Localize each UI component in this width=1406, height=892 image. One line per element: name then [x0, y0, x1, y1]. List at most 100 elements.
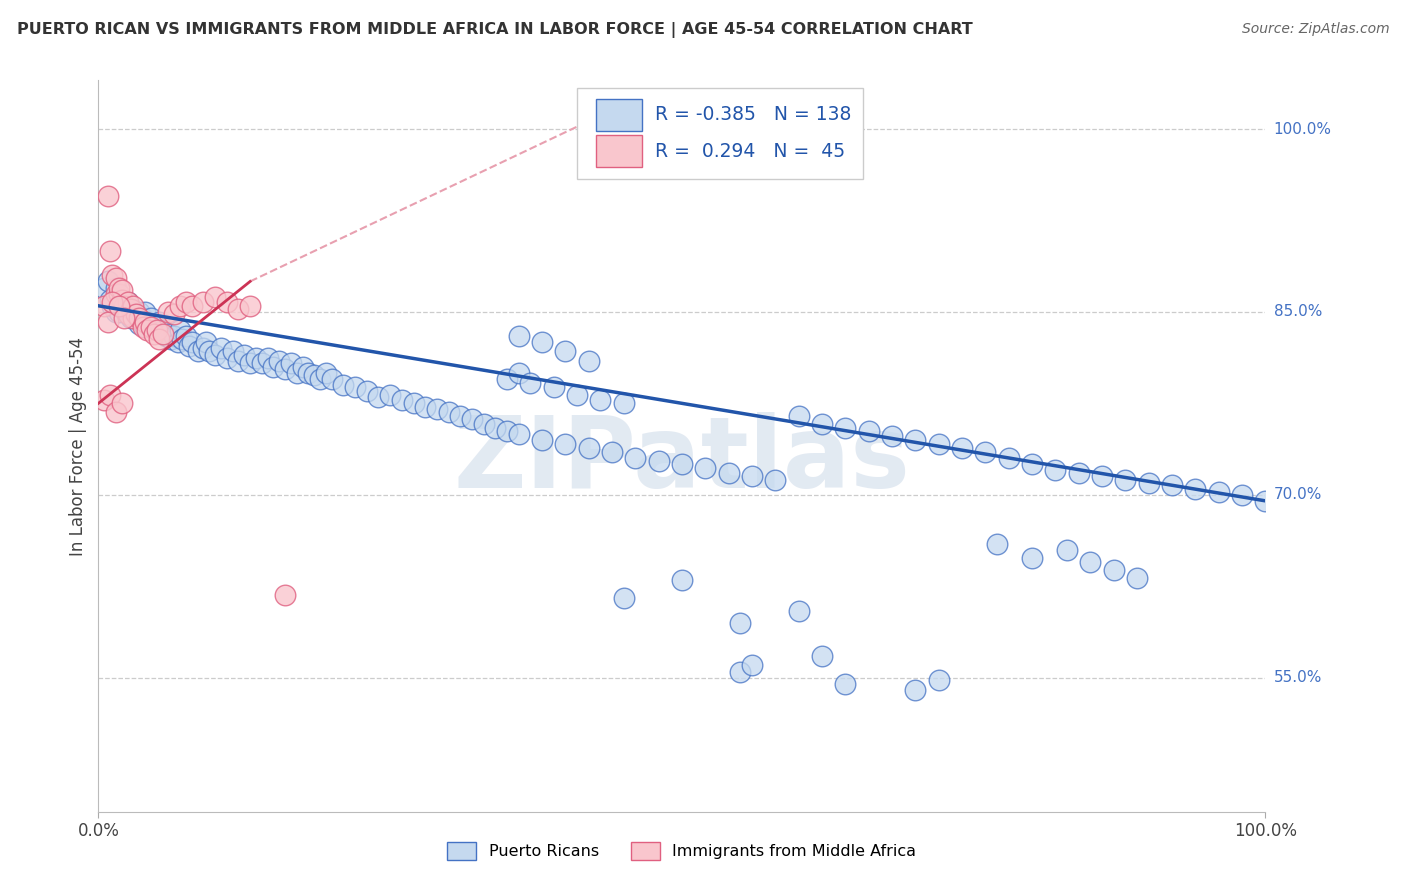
Point	[143, 317, 166, 331]
Point	[461, 412, 484, 426]
Point	[304, 368, 326, 383]
Point	[117, 305, 139, 319]
Point	[530, 335, 553, 350]
Legend: Puerto Ricans, Immigrants from Middle Africa: Puerto Ricans, Immigrants from Middle Af…	[441, 836, 922, 866]
Point	[763, 473, 786, 487]
Point	[104, 305, 127, 319]
Point	[108, 299, 131, 313]
Point	[647, 453, 669, 467]
Point	[120, 302, 142, 317]
Point	[1254, 494, 1277, 508]
Point	[356, 384, 378, 399]
Point	[315, 366, 337, 380]
Point	[134, 319, 156, 334]
Point	[134, 305, 156, 319]
Point	[157, 326, 180, 341]
Point	[146, 323, 169, 337]
Point	[132, 311, 155, 326]
Point	[143, 326, 166, 341]
Point	[108, 286, 131, 301]
Point	[741, 658, 763, 673]
Point	[117, 307, 139, 321]
Point	[112, 299, 135, 313]
Point	[169, 323, 191, 337]
Point	[600, 445, 623, 459]
Point	[671, 458, 693, 472]
Point	[496, 425, 519, 439]
Point	[174, 329, 197, 343]
Point	[1114, 473, 1136, 487]
Point	[624, 451, 647, 466]
Point	[93, 299, 115, 313]
Point	[136, 315, 159, 329]
Point	[139, 319, 162, 334]
Point	[93, 392, 115, 407]
Point	[508, 366, 530, 380]
Point	[484, 421, 506, 435]
Point	[104, 280, 127, 294]
Point	[904, 682, 927, 697]
Point	[221, 343, 243, 358]
Point	[858, 425, 880, 439]
Point	[437, 405, 460, 419]
Point	[146, 323, 169, 337]
Point	[104, 405, 127, 419]
Point	[122, 311, 145, 326]
Point	[974, 445, 997, 459]
Point	[174, 295, 197, 310]
Point	[104, 270, 127, 285]
Point	[139, 319, 162, 334]
Point	[472, 417, 495, 431]
FancyBboxPatch shape	[576, 87, 863, 179]
Point	[986, 536, 1008, 550]
Point	[508, 329, 530, 343]
Point	[904, 433, 927, 447]
Point	[111, 293, 134, 307]
Point	[104, 286, 127, 301]
Point	[193, 342, 215, 356]
Point	[157, 305, 180, 319]
Point	[204, 348, 226, 362]
Point	[834, 421, 856, 435]
Point	[262, 359, 284, 374]
Point	[367, 390, 389, 404]
Point	[128, 305, 150, 319]
Point	[391, 392, 413, 407]
Point	[108, 280, 131, 294]
Point	[519, 376, 541, 390]
Point	[146, 317, 169, 331]
Point	[565, 388, 588, 402]
Point	[125, 307, 148, 321]
Point	[112, 311, 135, 326]
Point	[928, 436, 950, 450]
Text: R =  0.294   N =  45: R = 0.294 N = 45	[655, 142, 845, 161]
Point	[787, 409, 810, 423]
Point	[309, 372, 332, 386]
Point	[215, 295, 238, 310]
Point	[198, 343, 221, 358]
Point	[155, 329, 177, 343]
Point	[204, 290, 226, 304]
Point	[148, 315, 170, 329]
Point	[148, 332, 170, 346]
Point	[179, 339, 201, 353]
Point	[193, 295, 215, 310]
Point	[730, 615, 752, 630]
Point	[256, 351, 278, 366]
Point	[122, 299, 145, 313]
Point	[187, 343, 209, 358]
Point	[578, 442, 600, 456]
Point	[228, 353, 250, 368]
Point	[97, 189, 120, 203]
Y-axis label: In Labor Force | Age 45-54: In Labor Force | Age 45-54	[69, 336, 87, 556]
Text: ZIPatlas: ZIPatlas	[454, 412, 910, 509]
Point	[997, 451, 1019, 466]
Point	[122, 311, 145, 326]
Point	[111, 299, 134, 313]
Point	[98, 244, 121, 258]
Point	[811, 648, 834, 663]
Point	[741, 469, 763, 483]
Point	[239, 299, 262, 313]
Point	[108, 286, 131, 301]
Point	[111, 293, 134, 307]
